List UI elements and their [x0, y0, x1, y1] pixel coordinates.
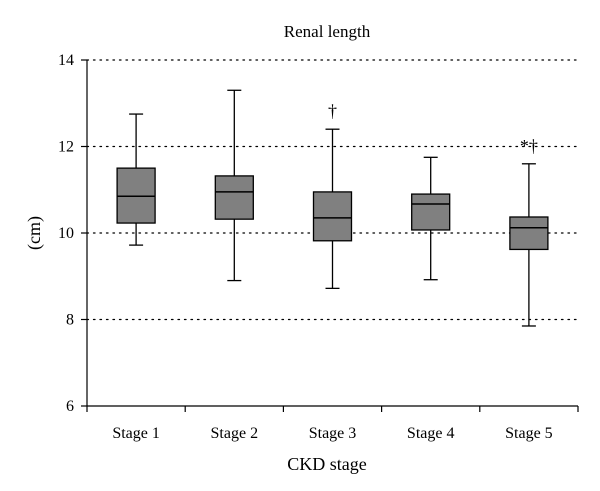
significance-annotation: *† — [520, 136, 538, 156]
gridlines — [86, 59, 579, 321]
y-axis-label: (cm) — [24, 216, 45, 250]
box-iqr — [509, 216, 549, 251]
boxes — [116, 89, 549, 327]
y-tick-label: 10 — [58, 225, 74, 242]
x-tick-label: Stage 3 — [309, 425, 357, 442]
x-tick-label: Stage 4 — [407, 425, 455, 442]
y-tick-label: 14 — [58, 52, 74, 69]
axes — [81, 59, 579, 412]
x-tick-label: Stage 2 — [211, 425, 259, 442]
chart-title: Renal length — [284, 22, 371, 41]
y-tick-label: 6 — [66, 398, 74, 415]
box-iqr — [312, 191, 353, 242]
y-tick-label: 8 — [66, 312, 74, 329]
box-iqr — [214, 175, 254, 220]
box-iqr — [411, 193, 451, 231]
x-tick-label: Stage 1 — [112, 425, 160, 442]
x-axis-label: CKD stage — [287, 454, 367, 474]
significance-annotation: † — [328, 101, 337, 121]
tick-labels: 6 8 10 12 14 Stage 1 Stage 2 Stage 3 Stage 4 Stag… — [58, 52, 553, 442]
x-tick-label: Stage 5 — [505, 425, 553, 442]
y-tick-label: 12 — [58, 139, 74, 156]
